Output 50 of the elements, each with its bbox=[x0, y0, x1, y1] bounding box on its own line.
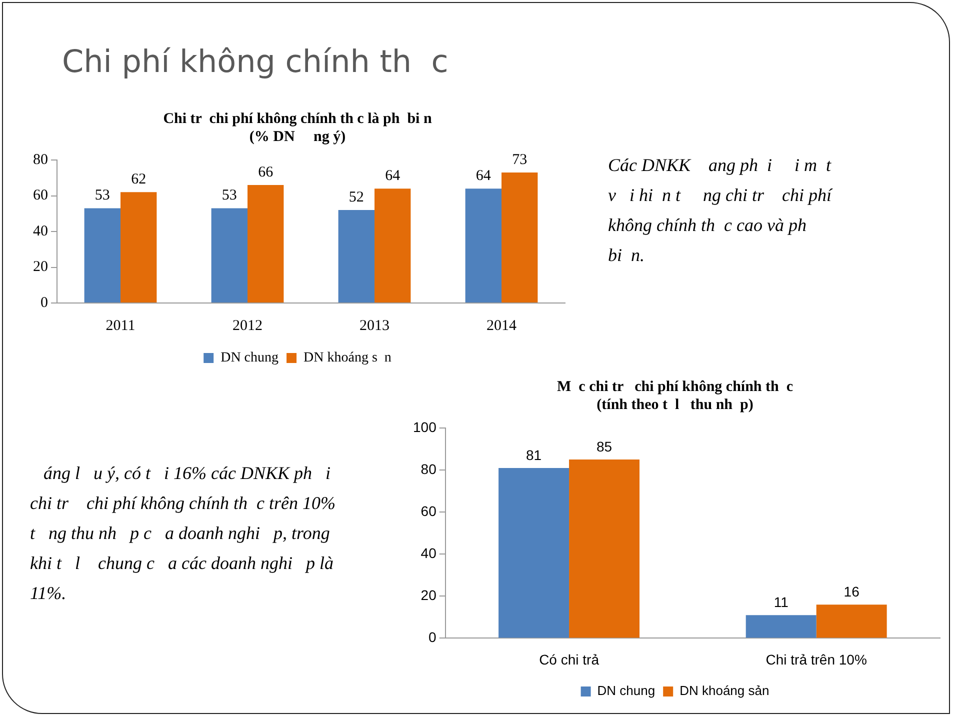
y-tick-label: 0 bbox=[40, 294, 48, 311]
legend-label: DN khoáng s n bbox=[304, 350, 392, 366]
data-label: 53 bbox=[222, 188, 237, 204]
bar bbox=[84, 208, 120, 302]
bar bbox=[569, 460, 640, 638]
data-label: 81 bbox=[526, 446, 542, 463]
y-tick-label: 80 bbox=[420, 460, 437, 477]
y-tick-label: 20 bbox=[33, 259, 48, 276]
data-label: 62 bbox=[131, 172, 146, 188]
data-label: 11 bbox=[774, 594, 789, 610]
y-tick-label: 40 bbox=[420, 544, 437, 561]
x-tick-label: Chi trả trên 10% bbox=[766, 651, 867, 668]
y-tick-label: 80 bbox=[33, 152, 48, 168]
x-tick-label: 2012 bbox=[232, 318, 262, 334]
legend-label: DN khoáng sản bbox=[680, 683, 770, 698]
data-label: 85 bbox=[596, 438, 612, 454]
bar bbox=[746, 615, 816, 638]
bar bbox=[498, 468, 570, 638]
data-label: 64 bbox=[476, 168, 492, 184]
data-label: 64 bbox=[385, 168, 401, 184]
text: áng l u ý, có t i 16% các DNKK ph i chi tr chi phí không chính th c trên 10% t ng thu nh p c a doanh nghi p, trong khi t l chung c a các doanh nghi p là 11%. bbox=[30, 462, 336, 605]
y-tick-label: 60 bbox=[33, 188, 48, 204]
x-tick-label: 2013 bbox=[360, 318, 390, 334]
bar bbox=[374, 188, 411, 302]
y-tick-label: 60 bbox=[420, 502, 437, 519]
y-tick-label: 100 bbox=[413, 418, 437, 435]
y-tick-label: 0 bbox=[428, 629, 437, 646]
data-label: 52 bbox=[348, 189, 364, 206]
y-tick-label: 20 bbox=[420, 587, 437, 604]
bar bbox=[248, 185, 284, 302]
x-tick-label: 2011 bbox=[106, 318, 136, 334]
data-label: 16 bbox=[844, 583, 860, 600]
bar bbox=[816, 604, 887, 638]
bar bbox=[338, 210, 374, 302]
bar bbox=[465, 188, 502, 302]
y-tick-label: 40 bbox=[33, 223, 48, 240]
legend-label: DN chung bbox=[220, 350, 279, 366]
chart-title: Chi tr chi phí không chính th c là ph bi n (% DN ng ý) bbox=[163, 110, 432, 145]
bar bbox=[502, 172, 538, 302]
data-label: 53 bbox=[94, 188, 110, 204]
legend-label: DN chung bbox=[597, 683, 656, 698]
text: Chi phí không chính th c bbox=[62, 44, 448, 80]
bar bbox=[120, 192, 157, 302]
chart-title: M c chi tr chi phí không chính th c (tính theo t l thu nh p) bbox=[556, 378, 794, 413]
text: Các DNKK ang ph i i m t v i hi n t ng chi tr chi phí không chính th c cao và ph bi n. bbox=[608, 154, 832, 267]
bar bbox=[211, 208, 248, 302]
x-tick-label: Có chi trả bbox=[539, 651, 600, 668]
data-label: 66 bbox=[258, 164, 274, 180]
x-tick-label: 2014 bbox=[486, 318, 517, 334]
data-label: 73 bbox=[512, 152, 528, 168]
